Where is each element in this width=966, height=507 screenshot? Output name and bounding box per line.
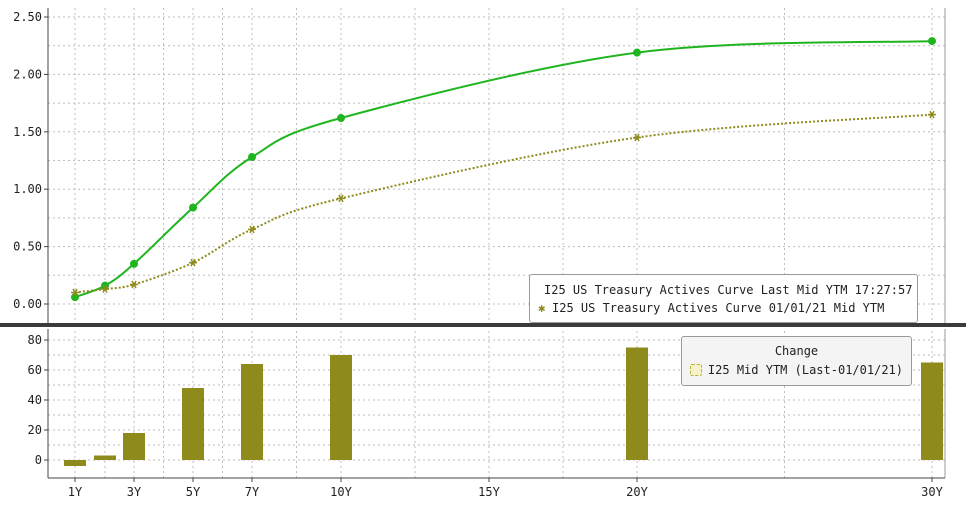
change-bar-30y [921, 362, 943, 460]
x-tick-label: 30Y [921, 485, 943, 499]
bottom-y-tick-label: 0 [35, 453, 42, 467]
last-curve-point-10y [337, 114, 345, 123]
prior-curve-point-2y [101, 285, 109, 293]
x-tick-label: 10Y [330, 485, 352, 499]
bottom-y-tick-label: 80 [28, 333, 42, 347]
change-bar-3y [123, 433, 145, 460]
last-yield-curve-line [74, 40, 933, 299]
legend-entry-prior: ✱ I25 US Treasury Actives Curve 01/01/21… [538, 299, 909, 317]
change-bar-7y [241, 364, 263, 460]
change-bars [64, 347, 943, 466]
bottom-y-axis: 80 60 40 20 0 [28, 333, 48, 467]
top-y-tick-label: 2.50 [13, 10, 42, 24]
legend-label-last: I25 US Treasury Actives Curve Last Mid Y… [544, 283, 913, 297]
bottom-panel-frame [47, 329, 946, 479]
prior-curve-point-10y [337, 194, 345, 203]
x-tick-label: 3Y [127, 485, 142, 499]
last-curve-point-5y [189, 203, 197, 212]
change-bar-1y [64, 460, 86, 466]
prior-curve-point-5y [189, 258, 197, 267]
prior-curve-point-3y [130, 280, 138, 289]
top-y-tick-label: 1.00 [13, 182, 42, 196]
bottom-y-tick-label: 60 [28, 363, 42, 377]
curve-legend: I25 US Treasury Actives Curve Last Mid Y… [529, 274, 918, 323]
yield-curve-lines [71, 37, 936, 302]
prior-curve-point-20y [633, 133, 641, 142]
x-tick-label: 5Y [186, 485, 201, 499]
change-legend: Change I25 Mid YTM (Last-01/01/21) [681, 336, 912, 386]
star-marker-icon: ✱ [538, 301, 546, 315]
x-tick-label: 20Y [626, 485, 648, 499]
last-curve-point-7y [248, 153, 256, 162]
last-curve-point-30y [928, 37, 936, 46]
top-y-axis: 2.50 2.00 1.50 1.00 0.50 0.00 [13, 10, 48, 311]
x-tick-label: 1Y [68, 485, 83, 499]
last-curve-point-1y [71, 293, 79, 302]
prior-yield-curve-line [74, 113, 933, 294]
panel-separator [0, 323, 966, 327]
last-curve-point-2y [101, 281, 109, 290]
bar-swatch-icon [690, 364, 702, 376]
prior-curve-point-1y [71, 288, 79, 297]
change-bar-2y [94, 455, 116, 460]
legend-entry-last: I25 US Treasury Actives Curve Last Mid Y… [538, 281, 913, 299]
change-bar-5y [182, 388, 204, 460]
x-tick-label: 7Y [245, 485, 260, 499]
top-y-tick-label: 1.50 [13, 125, 42, 139]
legend-label-prior: I25 US Treasury Actives Curve 01/01/21 M… [552, 301, 885, 315]
legend-entry-change: I25 Mid YTM (Last-01/01/21) [690, 360, 903, 380]
top-y-tick-label: 2.00 [13, 67, 42, 81]
prior-curve-point-7y [248, 225, 256, 234]
prior-curve-point-30y [928, 110, 936, 119]
x-tick-label: 15Y [478, 485, 500, 499]
last-curve-point-3y [130, 259, 138, 268]
bottom-y-tick-label: 20 [28, 423, 42, 437]
top-panel-frame [0, 8, 966, 327]
top-y-tick-label: 0.50 [13, 240, 42, 254]
change-bar-20y [626, 347, 648, 460]
top-y-tick-label: 0.00 [13, 297, 42, 311]
legend-label-change: I25 Mid YTM (Last-01/01/21) [707, 363, 903, 377]
bottom-y-tick-label: 40 [28, 393, 42, 407]
change-bar-10y [330, 355, 352, 460]
last-curve-point-20y [633, 48, 641, 57]
change-legend-title: Change [774, 344, 819, 358]
x-axis: 1Y 3Y 5Y 7Y 10Y 15Y 20Y 30Y [68, 478, 944, 499]
